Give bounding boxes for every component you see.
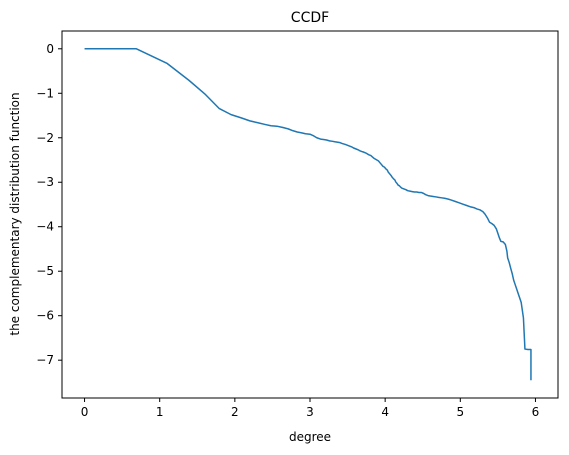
- y-tick-label: −4: [36, 220, 54, 234]
- x-tick-label: 5: [456, 405, 464, 419]
- x-tick-label: 0: [81, 405, 89, 419]
- x-tick-label: 2: [231, 405, 239, 419]
- x-axis-label: degree: [289, 430, 331, 444]
- y-tick-label: −6: [36, 309, 54, 323]
- y-tick-label: −2: [36, 131, 54, 145]
- chart-title: CCDF: [291, 10, 329, 26]
- y-axis-label: the complementary distribution function: [8, 92, 22, 335]
- x-axis: 0 1 2 3 4 5 6: [81, 398, 540, 419]
- y-tick-label: −5: [36, 264, 54, 278]
- x-tick-label: 6: [532, 405, 540, 419]
- y-tick-label: 0: [46, 42, 54, 56]
- y-tick-label: −3: [36, 175, 54, 189]
- y-axis: 0 −1 −2 −3 −4 −5 −6 −7: [36, 42, 62, 367]
- y-tick-label: −1: [36, 86, 54, 100]
- y-tick-label: −7: [36, 353, 54, 367]
- plot-area: [61, 30, 559, 399]
- x-tick-label: 4: [381, 405, 389, 419]
- x-tick-label: 3: [306, 405, 314, 419]
- ccdf-series-line: [84, 48, 532, 381]
- plot-frame: [61, 30, 559, 399]
- series-group: [84, 48, 532, 381]
- x-tick-label: 1: [156, 405, 164, 419]
